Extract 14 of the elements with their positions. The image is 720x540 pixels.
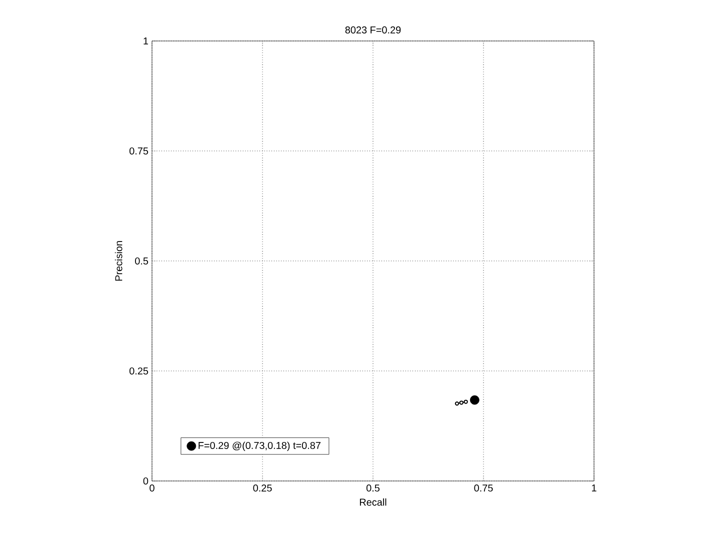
y-tick-label: 0.75 — [129, 147, 148, 155]
x-axis-title: Recall — [360, 498, 386, 506]
legend-label: F=0.29 @(0.73,0.18) t=0.87 — [198, 442, 320, 451]
y-tick-label: 0 — [143, 477, 148, 485]
x-tick-label: 0.75 — [474, 484, 493, 492]
y-tick-label: 1 — [144, 38, 148, 44]
x-tick-label: 0 — [150, 484, 154, 492]
x-tick-label: 0.5 — [366, 484, 380, 492]
y-tick-label: 0.5 — [135, 257, 148, 265]
y-tick-label: 0.25 — [129, 367, 148, 375]
chart-title: 8023 F=0.29 — [345, 26, 401, 34]
y-axis-title: Precision — [114, 241, 122, 281]
x-tick-label: 0.25 — [253, 484, 272, 492]
x-tick-label: 1 — [592, 484, 596, 492]
